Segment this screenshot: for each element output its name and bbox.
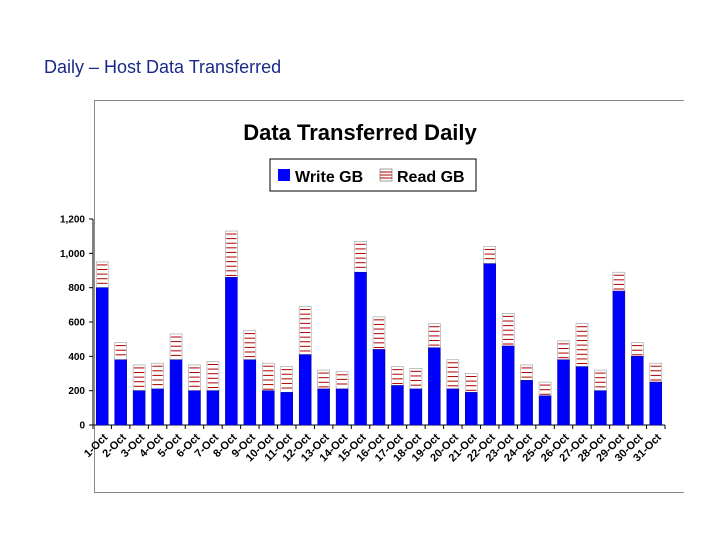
bar-read-gb: [446, 359, 460, 390]
bar-read-gb: [335, 371, 349, 390]
bar-write-gb: [169, 359, 183, 426]
bar-write-gb: [575, 366, 589, 426]
legend-box: [269, 158, 477, 192]
bar-write-gb: [465, 392, 478, 426]
x-ticks: 1-Oct2-Oct3-Oct4-Oct5-Oct6-Oct7-Oct8-Oct…: [82, 425, 666, 464]
bar-read-gb: [538, 381, 552, 397]
bar-write-gb: [298, 354, 312, 426]
bar-write-gb: [188, 390, 201, 426]
y-ticks: 0 200 400 600 800 1,000 1,200: [60, 215, 93, 432]
bar-write-gb: [428, 347, 441, 426]
bar-read-gb: [631, 342, 644, 357]
bar-read-gb: [225, 230, 238, 278]
bar-write-gb: [280, 392, 293, 426]
bar-read-gb: [428, 323, 441, 349]
y-tick-label: 600: [68, 318, 85, 329]
bar-write-gb: [95, 287, 109, 426]
bar-write-gb: [262, 390, 275, 426]
bar-write-gb: [649, 381, 663, 426]
bar-read-gb: [243, 330, 257, 361]
bar-read-gb: [114, 342, 127, 361]
y-tick-label: 200: [68, 386, 85, 397]
bar-write-gb: [335, 388, 349, 426]
chart-frame: [94, 100, 684, 493]
y-tick-label: 0: [79, 421, 85, 432]
bar-write-gb: [631, 356, 644, 426]
legend: Write GB Read GB: [269, 158, 477, 192]
bar-write-gb: [206, 390, 220, 426]
bar-write-gb: [483, 263, 496, 426]
bar-write-gb: [317, 388, 330, 426]
bar-read-gb: [132, 364, 146, 391]
bar-read-gb: [391, 366, 404, 386]
bar-read-gb: [206, 361, 220, 391]
y-tick-label: 1,000: [60, 249, 85, 260]
bars: [95, 230, 663, 426]
bar-write-gb: [391, 385, 404, 426]
legend-label-read: Read GB: [397, 169, 465, 186]
bar-write-gb: [501, 345, 515, 426]
bar-read-gb: [188, 364, 201, 391]
bar-write-gb: [409, 388, 423, 426]
bar-write-gb: [612, 290, 626, 426]
bar-write-gb: [354, 271, 367, 426]
y-tick-label: 1,200: [60, 215, 85, 226]
bar-read-gb: [298, 306, 312, 355]
bar-read-gb: [280, 366, 294, 393]
bar-read-gb: [501, 313, 515, 347]
chart-title: Data Transferred Daily: [243, 120, 477, 145]
bar-read-gb: [575, 323, 589, 367]
bar-read-gb: [483, 246, 497, 264]
bar-read-gb: [464, 373, 478, 393]
bar-read-gb: [169, 333, 183, 361]
bar-write-gb: [446, 388, 460, 426]
bar-read-gb: [372, 316, 386, 350]
bar-write-gb: [132, 390, 146, 426]
bar-write-gb: [557, 359, 570, 426]
bar-write-gb: [538, 395, 552, 426]
legend-swatch-write: [278, 169, 290, 181]
bar-read-gb: [261, 362, 275, 391]
bar-read-gb: [612, 271, 626, 292]
bar-read-gb: [520, 364, 533, 381]
bar-read-gb: [649, 362, 663, 383]
bar-write-gb: [594, 390, 607, 426]
bar-write-gb: [243, 359, 257, 426]
legend-swatch-read: [379, 168, 393, 182]
y-tick-label: 400: [68, 352, 85, 363]
bar-read-gb: [557, 340, 570, 361]
bar-read-gb: [95, 261, 109, 288]
bar-read-gb: [409, 368, 423, 390]
bar-write-gb: [114, 359, 127, 426]
bar-read-gb: [354, 241, 367, 273]
bar-read-gb: [151, 362, 164, 390]
legend-label-write: Write GB: [295, 169, 363, 186]
bar-read-gb: [594, 369, 607, 391]
bar-read-gb: [317, 369, 330, 390]
bar-write-gb: [372, 349, 386, 426]
slide-title: Daily – Host Data Transferred: [44, 57, 282, 77]
bar-write-gb: [225, 277, 238, 426]
bar-write-gb: [520, 380, 533, 426]
y-tick-label: 800: [68, 283, 85, 294]
bar-write-gb: [151, 388, 164, 426]
